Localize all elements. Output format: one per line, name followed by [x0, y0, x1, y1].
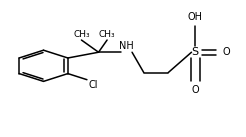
Text: OH: OH	[188, 12, 203, 22]
Text: O: O	[222, 47, 230, 57]
Text: CH₃: CH₃	[99, 30, 115, 39]
Text: O: O	[191, 85, 199, 95]
Text: CH₃: CH₃	[73, 30, 90, 39]
Text: NH: NH	[119, 41, 134, 51]
Text: Cl: Cl	[88, 80, 98, 90]
Text: S: S	[192, 47, 199, 57]
